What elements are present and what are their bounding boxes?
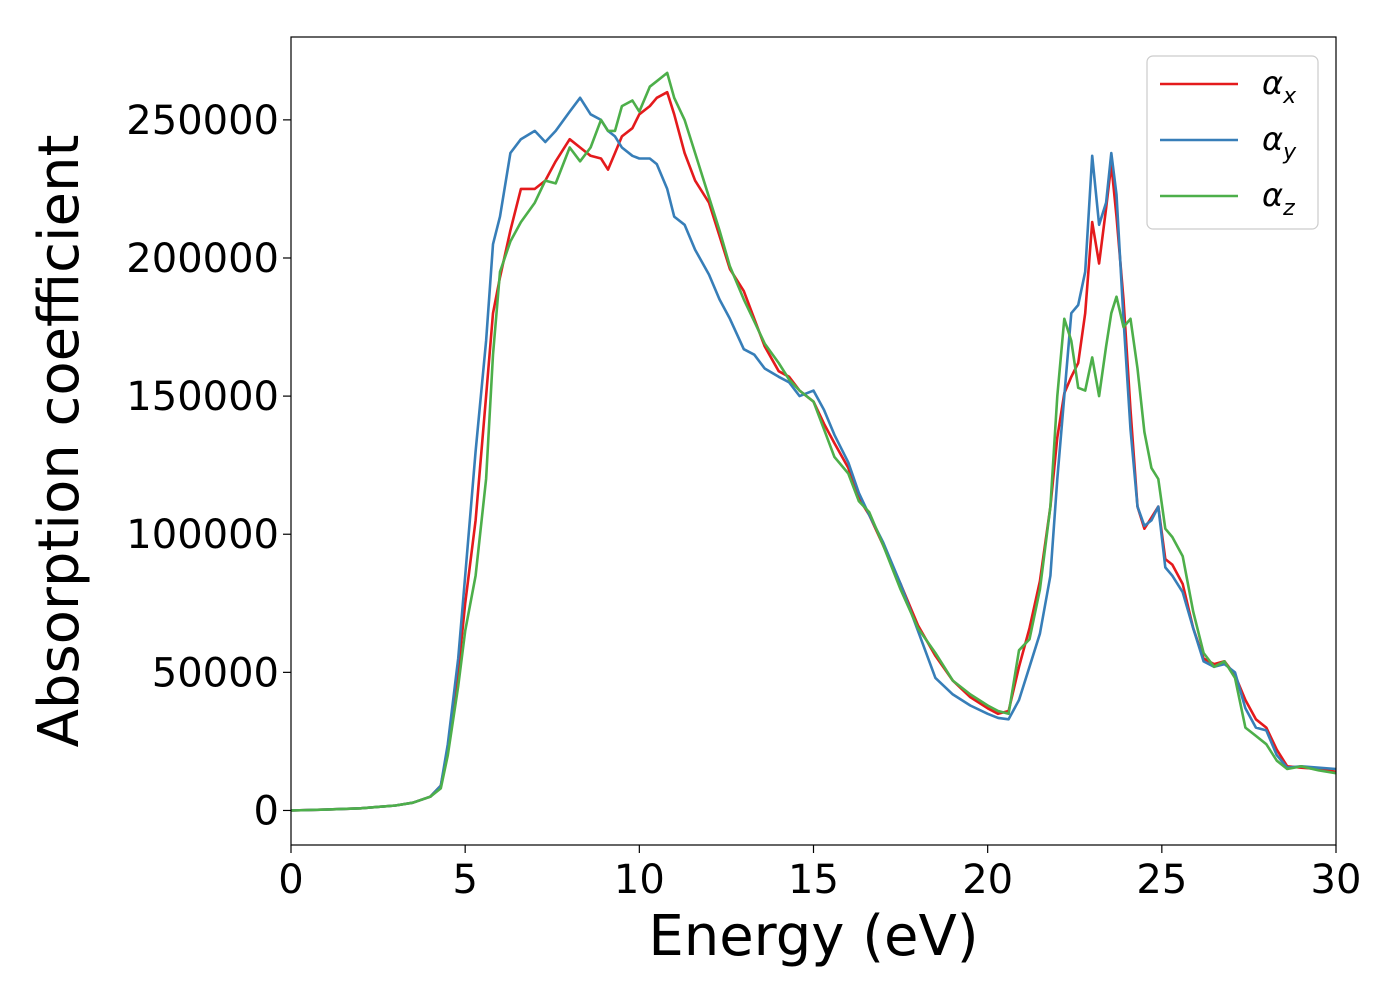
x-tick-label: 20 xyxy=(962,857,1013,903)
y-tick-label: 0 xyxy=(254,788,279,834)
legend-label-z: αz xyxy=(1262,176,1295,221)
y-tick-label: 50000 xyxy=(152,650,279,696)
x-tick-label: 0 xyxy=(278,857,303,903)
legend-label-subscript: z xyxy=(1282,196,1295,221)
x-axis-ticks: 0 5 10 15 20 25 30 xyxy=(278,845,1361,903)
series-line-z xyxy=(290,71,1337,812)
legend-box xyxy=(1146,55,1319,230)
x-tick-label: 25 xyxy=(1136,857,1187,903)
legend-label-base: α xyxy=(1262,176,1283,214)
x-tick-label: 10 xyxy=(614,857,665,903)
y-axis-label: Absorption coefficient xyxy=(27,135,92,748)
x-tick-label: 15 xyxy=(788,857,839,903)
series-layer xyxy=(290,71,1337,812)
legend-label-base: α xyxy=(1262,120,1283,158)
y-tick-label: 250000 xyxy=(126,98,279,144)
legend-label-subscript: y xyxy=(1282,140,1297,165)
y-tick-label: 150000 xyxy=(126,374,279,420)
legend-label-subscript: x xyxy=(1282,84,1297,109)
y-tick-label: 200000 xyxy=(126,236,279,282)
legend-label-base: α xyxy=(1262,64,1283,102)
legend-label-y: αy xyxy=(1262,120,1297,165)
x-tick-label: 5 xyxy=(452,857,477,903)
series-line-y xyxy=(290,96,1337,812)
y-axis-ticks: 0 50000 100000 150000 200000 250000 xyxy=(126,98,291,834)
x-tick-label: 30 xyxy=(1311,857,1362,903)
x-axis-label: Energy (eV) xyxy=(648,904,978,969)
y-tick-label: 100000 xyxy=(126,512,279,558)
legend-label-x: αx xyxy=(1262,64,1297,109)
